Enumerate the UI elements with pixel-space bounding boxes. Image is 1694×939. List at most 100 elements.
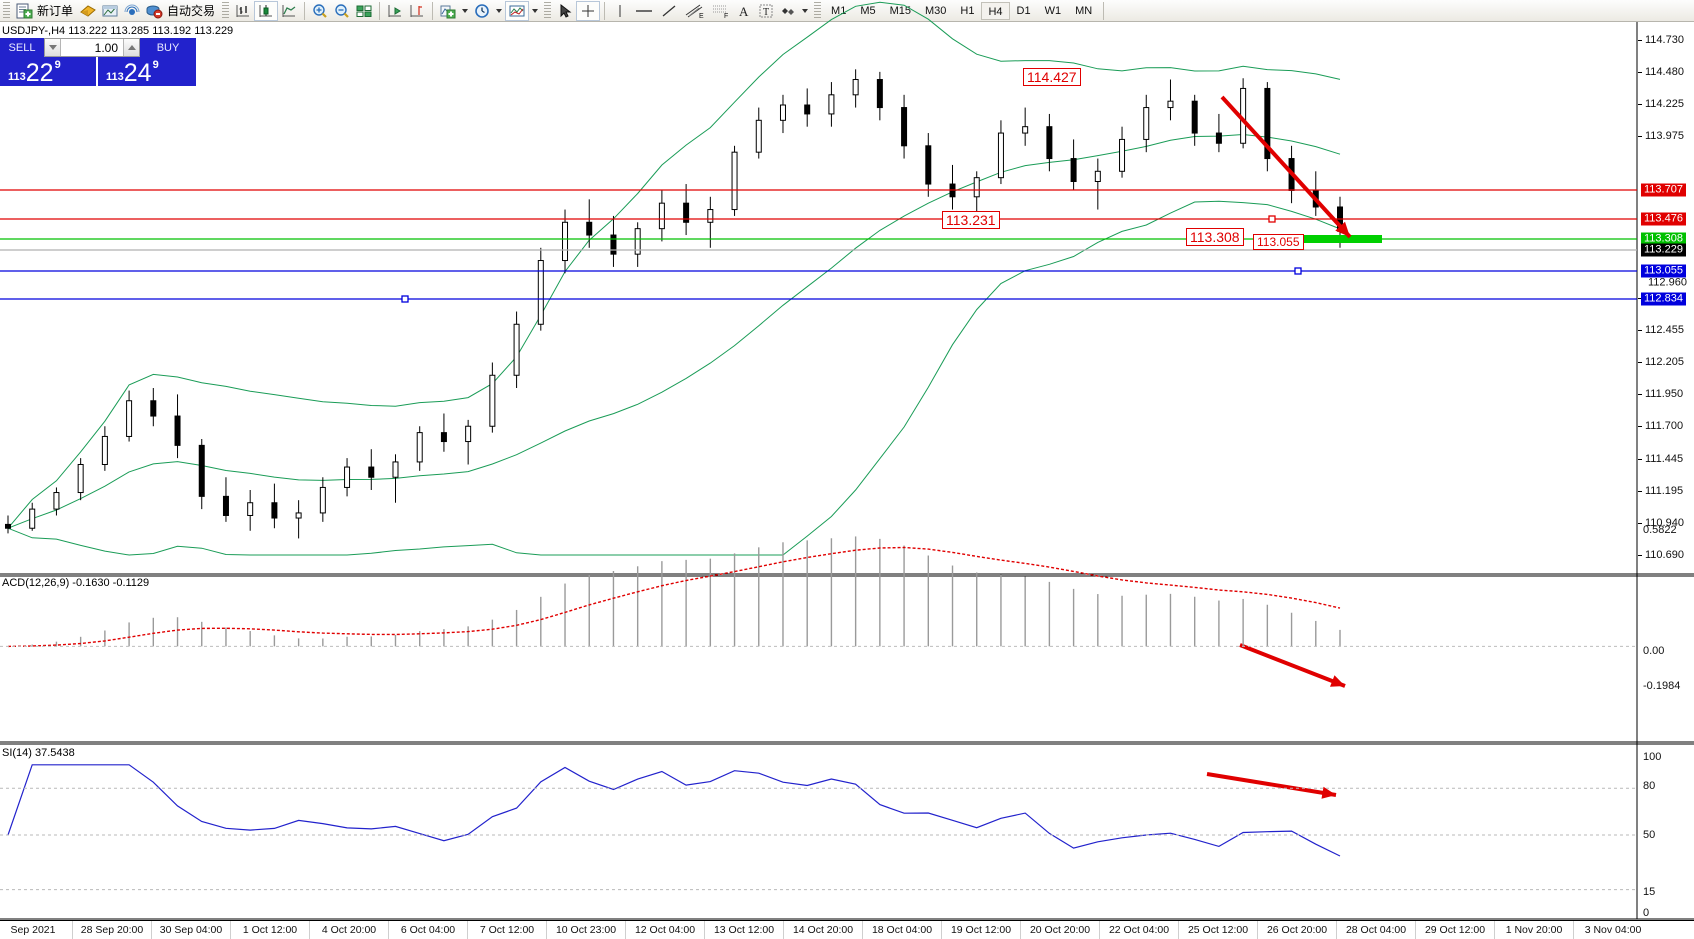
crosshair-icon[interactable] — [576, 0, 601, 21]
time-tick-15: 25 Oct 12:00 — [1187, 924, 1249, 936]
zoom-out-icon[interactable] — [331, 1, 353, 21]
fibonacci-icon[interactable]: F — [707, 1, 733, 21]
annotation-113308[interactable]: 113.308 — [1186, 228, 1244, 246]
toolbar-grip[interactable] — [3, 1, 10, 20]
timeframe-h1[interactable]: H1 — [960, 4, 975, 17]
axis-tick-mark — [1638, 394, 1642, 395]
svg-text:E: E — [699, 13, 704, 19]
price-tick-110690: 110.690 — [1645, 549, 1684, 561]
price-tick-112205: 112.205 — [1645, 356, 1684, 368]
time-tick-7: 10 Oct 23:00 — [555, 924, 617, 936]
vertical-line-icon[interactable] — [609, 1, 631, 21]
svg-text:T: T — [763, 7, 769, 18]
trendline-icon[interactable] — [657, 1, 681, 21]
price-tick-111700: 111.700 — [1645, 420, 1684, 432]
text-icon[interactable]: A — [733, 1, 755, 21]
axis-tick-mark — [1638, 523, 1642, 524]
templates-icon[interactable] — [505, 0, 530, 21]
price-badge-112834: 112.834 — [1641, 292, 1686, 306]
annotation-114427[interactable]: 114.427 — [1023, 68, 1081, 86]
new-order-icon[interactable] — [13, 1, 35, 21]
buy-price-prefix: 113 — [106, 71, 124, 83]
time-divider — [1336, 921, 1337, 939]
autotrading-icon[interactable] — [143, 1, 165, 21]
auto-scroll-icon[interactable] — [406, 1, 428, 21]
toolbar-grip-4[interactable] — [814, 1, 822, 20]
line-chart-icon[interactable] — [278, 1, 300, 21]
chart-shift-icon[interactable] — [384, 1, 406, 21]
shapes-icon[interactable] — [777, 1, 799, 21]
horizontal-line-icon[interactable] — [631, 1, 657, 21]
sell-button[interactable]: SELL — [0, 38, 44, 57]
text-label-icon[interactable]: T — [755, 1, 777, 21]
axis-tick-mark — [1638, 298, 1642, 299]
timeframe-m15[interactable]: M15 — [889, 4, 911, 17]
time-scale[interactable]: Sep 2021 28 Sep 20:00 30 Sep 04:00 1 Oct 12… — [0, 920, 1694, 939]
time-divider — [1020, 921, 1021, 939]
tile-windows-icon[interactable] — [353, 1, 375, 21]
time-tick-5: 6 Oct 04:00 — [400, 924, 456, 936]
cursor-icon[interactable] — [554, 1, 576, 21]
candlestick-chart-icon[interactable] — [254, 0, 279, 21]
timeframe-m5[interactable]: M5 — [860, 4, 876, 17]
time-tick-2: 30 Sep 04:00 — [159, 924, 223, 936]
new-order-label[interactable]: 新订单 — [37, 4, 74, 18]
timeframe-m1[interactable]: M1 — [831, 4, 847, 17]
buy-button[interactable]: BUY — [140, 38, 196, 57]
time-divider — [72, 921, 73, 939]
zoom-in-icon[interactable] — [309, 1, 331, 21]
main-toolbar: 新订单 — [0, 0, 1694, 22]
time-tick-6: 7 Oct 12:00 — [479, 924, 535, 936]
one-click-trading-panel: SELL 1.00 BUY 113 22 9 113 24 9 — [0, 38, 196, 86]
time-tick-13: 20 Oct 20:00 — [1029, 924, 1091, 936]
price-badge-113476: 113.476 — [1641, 212, 1686, 226]
indicators-icon[interactable] — [437, 1, 459, 21]
timeframe-h4[interactable]: H4 — [981, 1, 1010, 20]
sell-price-main: 22 — [25, 59, 54, 87]
period-chevron-down-icon[interactable] — [496, 8, 503, 13]
bar-chart-icon[interactable] — [232, 1, 254, 21]
volume-decrease-button[interactable] — [45, 39, 61, 56]
axis-tick-mark — [1638, 136, 1642, 137]
data-window-icon[interactable] — [99, 1, 121, 21]
price-badge-112960: 112.960 — [1648, 276, 1687, 289]
timeframe-w1[interactable]: W1 — [1044, 4, 1062, 17]
annotation-113231[interactable]: 113.231 — [942, 211, 1000, 229]
price-tick-113975: 113.975 — [1645, 130, 1684, 142]
annotation-113055[interactable]: 113.055 — [1253, 234, 1304, 250]
time-tick-1: 28 Sep 20:00 — [80, 924, 144, 936]
sell-price-display[interactable]: 113 22 9 — [0, 57, 98, 86]
rsi-tick-50: 50 — [1643, 829, 1656, 841]
price-tick-111195: 111.195 — [1645, 485, 1684, 497]
volume-increase-button[interactable] — [123, 39, 139, 56]
templates-chevron-down-icon[interactable] — [532, 8, 539, 13]
timeframe-m30[interactable]: M30 — [925, 4, 947, 17]
buy-price-display[interactable]: 113 24 9 — [98, 57, 196, 86]
timeframe-d1[interactable]: D1 — [1016, 4, 1031, 17]
time-tick-3: 1 Oct 12:00 — [242, 924, 298, 936]
macd-indicator-label: ACD(12,26,9) -0.1630 -0.1129 — [2, 577, 150, 589]
toolbar-grip-3[interactable] — [544, 1, 552, 20]
time-tick-19: 1 Nov 20:00 — [1505, 924, 1563, 936]
navigator-icon[interactable] — [121, 1, 143, 21]
autotrading-label[interactable]: 自动交易 — [167, 4, 216, 18]
time-tick-4: 4 Oct 20:00 — [321, 924, 377, 936]
volume-input[interactable]: 1.00 — [94, 40, 118, 55]
price-tick-112455: 112.455 — [1645, 324, 1684, 336]
expert-advisors-icon[interactable] — [77, 1, 99, 21]
time-divider — [1573, 921, 1574, 939]
timeframe-mn[interactable]: MN — [1075, 4, 1093, 17]
time-divider — [151, 921, 152, 939]
price-badge-113055: 113.055 — [1641, 264, 1686, 278]
time-divider — [862, 921, 863, 939]
indicators-chevron-down-icon[interactable] — [462, 8, 469, 13]
buy-price-main: 24 — [123, 59, 152, 87]
rsi-tick-15: 15 — [1643, 886, 1656, 898]
shapes-chevron-down-icon[interactable] — [802, 8, 809, 13]
period-icon[interactable] — [471, 1, 493, 21]
equidistant-channel-icon[interactable]: E — [681, 1, 707, 21]
time-divider — [704, 921, 705, 939]
toolbar-grip-2[interactable] — [222, 1, 230, 20]
volume-stepper[interactable]: 1.00 — [44, 38, 140, 57]
